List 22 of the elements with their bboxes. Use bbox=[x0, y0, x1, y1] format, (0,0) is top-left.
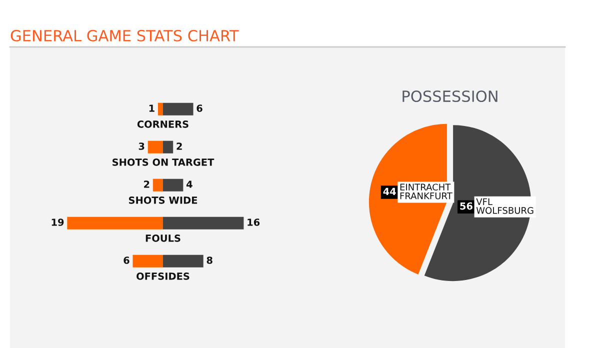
bar bbox=[158, 102, 163, 116]
y-tick-label: SHOTS ON TARGET bbox=[112, 158, 214, 166]
y-tick-label: SHOTS WIDE bbox=[128, 196, 198, 204]
data-label: 44 bbox=[383, 188, 396, 195]
slice-label: VFL WOLFSBURG bbox=[476, 198, 534, 214]
data-label: 1 bbox=[149, 104, 154, 112]
y-tick-label: FOULS bbox=[146, 234, 180, 242]
y-tick-label: OFFSIDES bbox=[136, 272, 190, 280]
data-label: 16 bbox=[248, 218, 260, 226]
data-label: 19 bbox=[52, 218, 64, 226]
data-label: 4 bbox=[186, 180, 192, 188]
data-label: 2 bbox=[144, 180, 150, 188]
data-label: 8 bbox=[206, 256, 212, 264]
y-tick-label: CORNERS bbox=[137, 120, 188, 128]
data-label: 56 bbox=[460, 202, 472, 210]
chart-title: POSSESSION bbox=[402, 90, 498, 102]
slice-label: EINTRACHT FRANKFURT bbox=[400, 184, 452, 200]
data-label: 6 bbox=[196, 104, 202, 112]
data-label: 3 bbox=[138, 142, 144, 150]
chart-title: GENERAL GAME STATS CHART bbox=[10, 30, 239, 42]
data-label: 6 bbox=[124, 256, 130, 264]
data-label: 2 bbox=[176, 142, 182, 150]
